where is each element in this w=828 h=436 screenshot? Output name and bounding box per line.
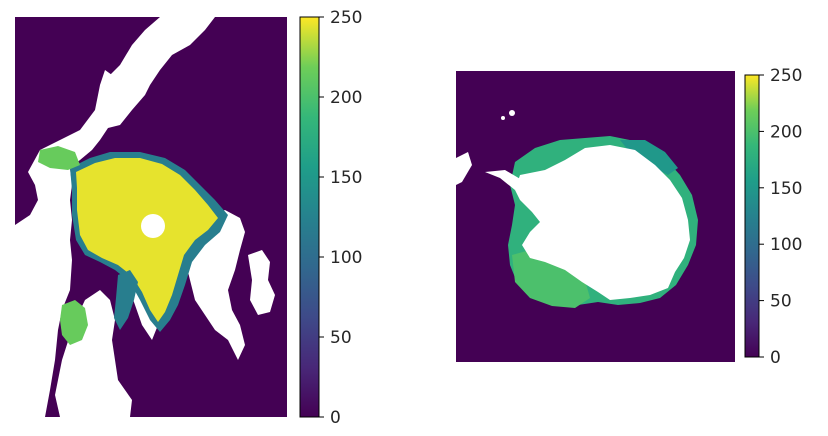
europe-islands	[248, 250, 275, 315]
canadian-archipelago-ice	[38, 146, 80, 170]
antarctic-colorbar-ticks	[759, 74, 764, 358]
arctic-tick-label-150: 150	[330, 168, 362, 188]
antarctic-peninsula	[485, 170, 522, 190]
arctic-colorbar-ticks	[319, 16, 324, 418]
arctic-tick-label-0: 0	[330, 408, 341, 428]
antarctic-tick-label-200: 200	[770, 122, 802, 142]
antarctic-tick-label-50: 50	[770, 292, 792, 312]
pole-hole	[141, 214, 165, 238]
antarctica-landmass	[515, 145, 690, 300]
antarctic-map	[456, 71, 735, 362]
arctic-map	[15, 17, 287, 417]
antarctic-tick-label-150: 150	[770, 179, 802, 199]
antarctic-tick-label-0: 0	[770, 348, 781, 368]
subantarctic-island-2	[501, 116, 505, 120]
arctic-colorbar: 0 50 100 150 200 250	[299, 8, 362, 428]
antarctic-colorbar: 0 50 100 150 200 250	[744, 66, 802, 368]
arctic-pack-ice	[76, 158, 218, 322]
arctic-tick-label-100: 100	[330, 248, 362, 268]
eurasia-landmass	[55, 290, 132, 417]
subantarctic-island	[509, 110, 515, 116]
arctic-islands	[20, 345, 46, 395]
antarctic-tick-label-100: 100	[770, 235, 802, 255]
south-america-tip	[456, 152, 472, 185]
alaska-peninsula	[100, 70, 112, 100]
weddell-sea-ice	[512, 250, 590, 308]
arctic-tick-label-50: 50	[330, 328, 352, 348]
labrador-ice	[114, 270, 138, 330]
north-america-landmass	[15, 17, 215, 417]
arctic-colorbar-gradient	[299, 16, 320, 418]
antarctic-colorbar-gradient	[744, 74, 760, 358]
arctic-tick-label-250: 250	[330, 8, 362, 28]
antarctic-tick-label-250: 250	[770, 66, 802, 86]
arctic-tick-label-200: 200	[330, 88, 362, 108]
ross-sea-ice	[620, 140, 678, 175]
hudson-bay-ice	[60, 300, 88, 345]
